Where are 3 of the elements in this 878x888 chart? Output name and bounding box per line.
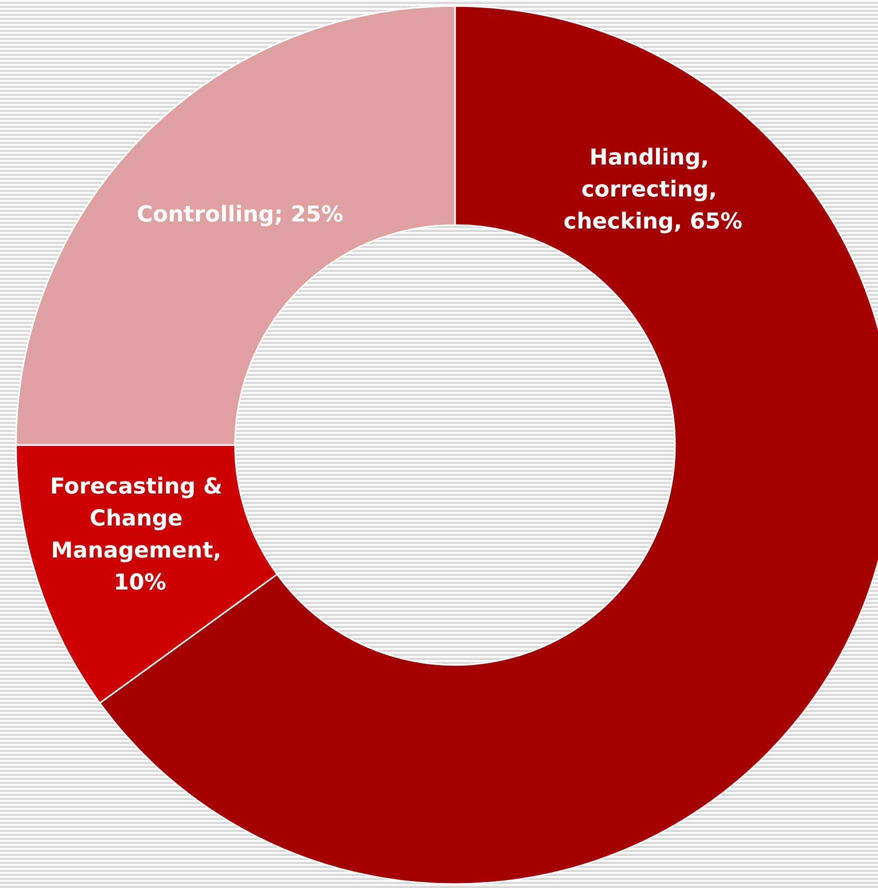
slice-label: Forecasting & Change Management, 10% [50,474,230,596]
slice-label: Controlling; 25% [136,202,344,228]
slice-label: Handling, correcting, checking, 65% [564,146,742,234]
